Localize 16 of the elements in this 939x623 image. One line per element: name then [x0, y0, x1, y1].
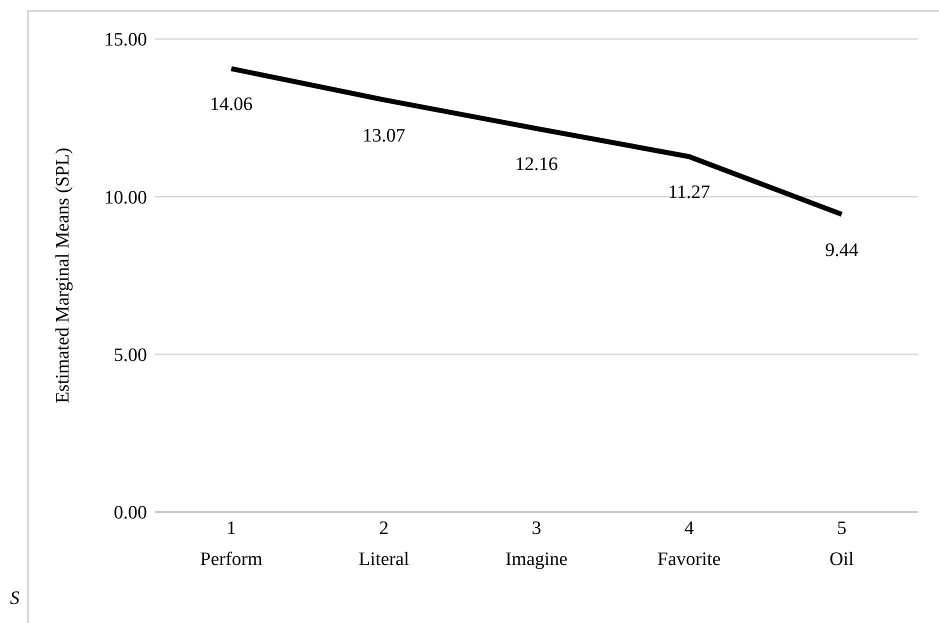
- y-tick-label: 15.00: [104, 30, 147, 51]
- x-tick-label: 3 Imagine: [505, 518, 568, 570]
- x-tick-label: 2 Literal: [358, 518, 410, 570]
- data-label: 13.07: [362, 125, 406, 146]
- y-tick-label: 0.00: [114, 502, 147, 524]
- data-label: 9.44: [825, 240, 859, 261]
- data-label: 14.06: [210, 94, 253, 116]
- x-tick-label: 4 Favorite: [657, 518, 721, 570]
- x-tick-label: 5 Oil: [830, 518, 854, 570]
- data-label: 12.16: [515, 154, 558, 176]
- y-axis-title: Estimated Marginal Means (SPL): [52, 148, 74, 404]
- y-tick-label: 10.00: [104, 187, 147, 208]
- data-label: 11.27: [668, 182, 710, 204]
- y-tick-label: 5.00: [114, 345, 147, 366]
- text: S: [10, 588, 20, 610]
- x-tick-label: 1 Perform: [200, 518, 263, 570]
